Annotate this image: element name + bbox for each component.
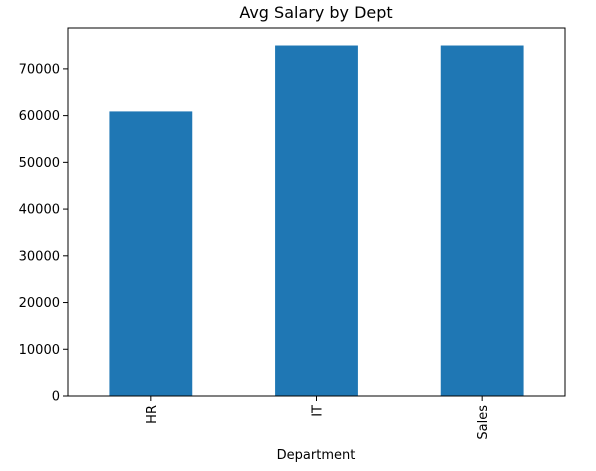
bar-hr — [109, 111, 193, 396]
y-tick-label: 60000 — [19, 109, 60, 124]
y-tick-label: 50000 — [19, 156, 60, 171]
y-tick-label: 20000 — [19, 296, 60, 311]
x-axis: HR IT Sales — [145, 396, 491, 440]
y-tick-label: 30000 — [19, 249, 60, 264]
bars-group — [109, 45, 524, 397]
chart-title: Avg Salary by Dept — [239, 3, 392, 22]
y-axis: 0 10000 20000 30000 40000 50000 60000 70000 — [19, 62, 68, 405]
bar-it — [275, 45, 358, 397]
bar-sales — [440, 45, 524, 397]
y-tick-label: 70000 — [19, 62, 60, 77]
y-tick-label: 0 — [52, 390, 60, 405]
x-tick-label: HR — [145, 405, 160, 424]
x-tick-label: IT — [311, 405, 326, 417]
x-axis-label: Department — [277, 448, 356, 463]
x-tick-label: Sales — [476, 405, 491, 440]
y-tick-label: 40000 — [19, 203, 60, 218]
plot-frame — [67, 27, 566, 397]
y-tick-label: 10000 — [19, 343, 60, 358]
